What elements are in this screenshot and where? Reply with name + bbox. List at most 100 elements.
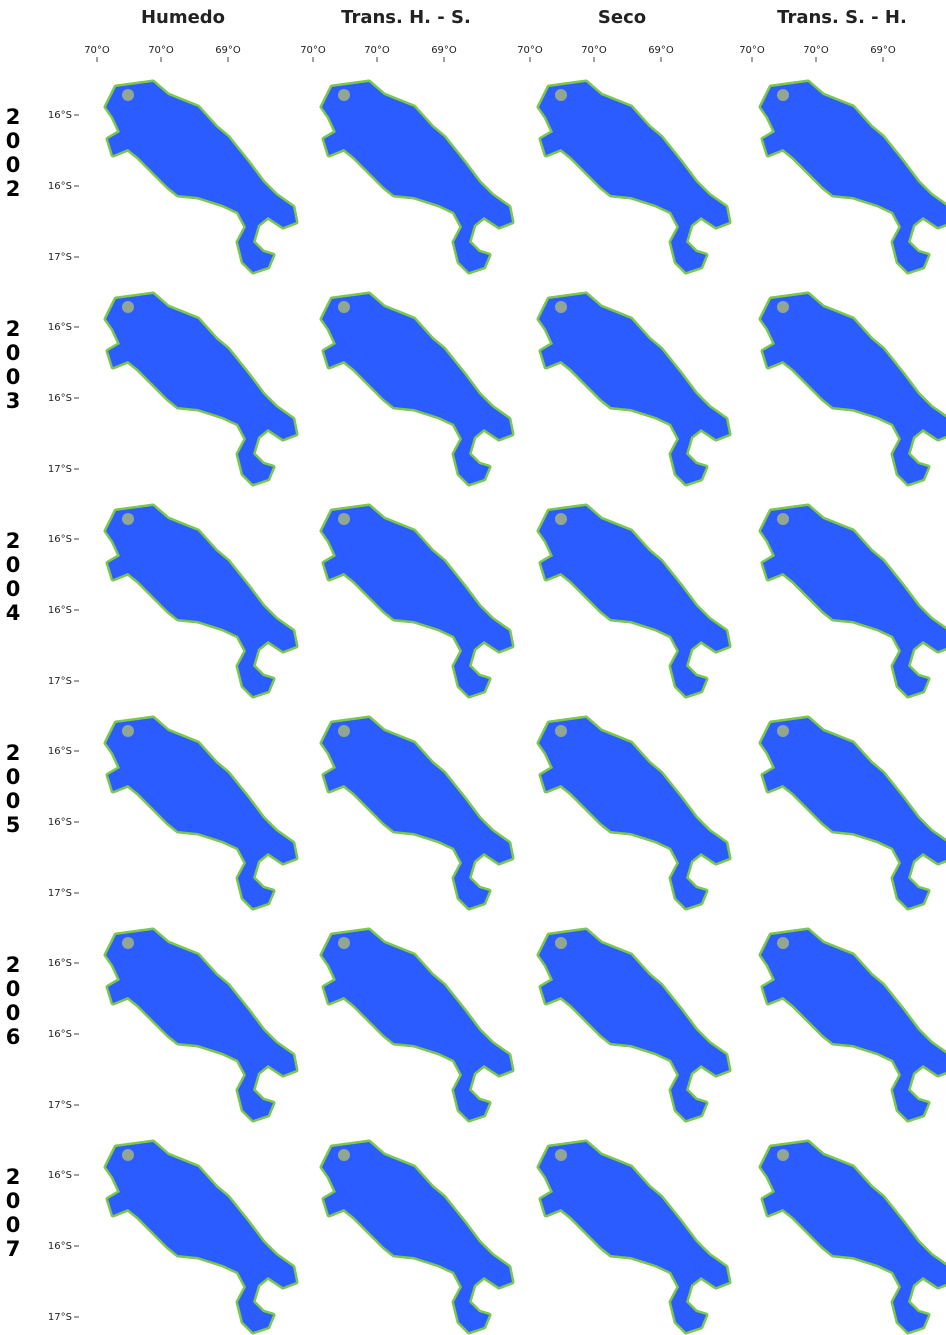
y-tick-label: 17°S bbox=[48, 1100, 72, 1111]
lake-water bbox=[761, 1142, 946, 1332]
lake-map bbox=[322, 82, 512, 272]
y-tick-label: 16°S bbox=[48, 1029, 72, 1040]
lake-map bbox=[106, 718, 296, 908]
y-tick-label: 17°S bbox=[48, 464, 72, 475]
shore-highlight bbox=[122, 89, 134, 101]
x-tick-label: 70°O bbox=[517, 45, 543, 56]
lake-water bbox=[539, 1142, 729, 1332]
x-tick-label: 70°O bbox=[148, 45, 174, 56]
lake-water bbox=[539, 294, 729, 484]
lake-water bbox=[106, 294, 296, 484]
x-tick-label: 69°O bbox=[648, 45, 674, 56]
year-label: 2006 bbox=[4, 953, 22, 1049]
lake-water bbox=[322, 82, 512, 272]
x-tick-label: 69°O bbox=[870, 45, 896, 56]
column-title: Trans. H. - S. bbox=[341, 7, 471, 28]
lake-map bbox=[761, 930, 946, 1120]
column-title: Humedo bbox=[141, 7, 225, 28]
lake-map bbox=[539, 718, 729, 908]
y-tick-label: 17°S bbox=[48, 676, 72, 687]
lake-map bbox=[106, 930, 296, 1120]
shore-highlight bbox=[555, 937, 567, 949]
shore-highlight bbox=[122, 513, 134, 525]
lake-water bbox=[539, 506, 729, 696]
lake-map bbox=[761, 718, 946, 908]
y-tick-label: 17°S bbox=[48, 252, 72, 263]
lake-map bbox=[539, 930, 729, 1120]
shore-highlight bbox=[777, 89, 789, 101]
lake-water bbox=[322, 1142, 512, 1332]
x-tick-label: 70°O bbox=[739, 45, 765, 56]
lake-water bbox=[539, 82, 729, 272]
lake-water bbox=[106, 506, 296, 696]
y-tick-label: 17°S bbox=[48, 888, 72, 899]
lake-map bbox=[322, 506, 512, 696]
year-label: 2003 bbox=[4, 317, 22, 413]
lake-map bbox=[106, 82, 296, 272]
y-tick-label: 16°S bbox=[48, 110, 72, 121]
shore-highlight bbox=[122, 725, 134, 737]
shore-highlight bbox=[338, 89, 350, 101]
x-tick-label: 70°O bbox=[803, 45, 829, 56]
lake-map bbox=[761, 82, 946, 272]
lake-map bbox=[539, 506, 729, 696]
lake-water bbox=[761, 718, 946, 908]
lake-water bbox=[761, 294, 946, 484]
shore-highlight bbox=[777, 1149, 789, 1161]
y-tick-label: 16°S bbox=[48, 393, 72, 404]
lake-water bbox=[761, 82, 946, 272]
x-tick-label: 69°O bbox=[431, 45, 457, 56]
y-tick-label: 16°S bbox=[48, 746, 72, 757]
y-tick-label: 16°S bbox=[48, 817, 72, 828]
y-tick-label: 16°S bbox=[48, 1170, 72, 1181]
lake-water bbox=[539, 718, 729, 908]
lake-map bbox=[539, 1142, 729, 1332]
shore-highlight bbox=[338, 937, 350, 949]
lake-map bbox=[539, 294, 729, 484]
shore-highlight bbox=[122, 1149, 134, 1161]
shore-highlight bbox=[555, 89, 567, 101]
shore-highlight bbox=[555, 725, 567, 737]
x-tick-label: 70°O bbox=[84, 45, 110, 56]
x-tick-label: 70°O bbox=[364, 45, 390, 56]
year-label: 2007 bbox=[4, 1165, 22, 1261]
shore-highlight bbox=[777, 301, 789, 313]
lake-map bbox=[106, 506, 296, 696]
lake-map bbox=[761, 294, 946, 484]
x-tick-label: 70°O bbox=[581, 45, 607, 56]
shore-highlight bbox=[122, 937, 134, 949]
shore-highlight bbox=[777, 937, 789, 949]
y-tick-label: 16°S bbox=[48, 322, 72, 333]
year-label: 2002 bbox=[4, 105, 22, 201]
map-grid: Humedo 70°O 70°O 69°O Trans. H. - S. 70°O 70°O… bbox=[0, 0, 946, 1335]
shore-highlight bbox=[338, 513, 350, 525]
lake-map bbox=[106, 1142, 296, 1332]
lake-water bbox=[761, 506, 946, 696]
lake-map bbox=[761, 506, 946, 696]
shore-highlight bbox=[338, 1149, 350, 1161]
shore-highlight bbox=[555, 1149, 567, 1161]
lake-water bbox=[106, 1142, 296, 1332]
x-tick-label: 69°O bbox=[215, 45, 241, 56]
year-label: 2005 bbox=[4, 741, 22, 837]
lake-map bbox=[322, 294, 512, 484]
lake-map bbox=[322, 930, 512, 1120]
shore-highlight bbox=[555, 513, 567, 525]
lake-water bbox=[106, 930, 296, 1120]
lake-water bbox=[106, 718, 296, 908]
lake-map bbox=[106, 294, 296, 484]
shore-highlight bbox=[555, 301, 567, 313]
lake-water bbox=[322, 294, 512, 484]
y-tick-label: 17°S bbox=[48, 1312, 72, 1323]
lake-map bbox=[761, 1142, 946, 1332]
lake-water bbox=[761, 930, 946, 1120]
shore-highlight bbox=[338, 301, 350, 313]
lake-map bbox=[322, 718, 512, 908]
y-tick-label: 16°S bbox=[48, 181, 72, 192]
y-tick-label: 16°S bbox=[48, 958, 72, 969]
y-tick-label: 16°S bbox=[48, 605, 72, 616]
year-label: 2004 bbox=[4, 529, 22, 625]
lake-map bbox=[539, 82, 729, 272]
shore-highlight bbox=[777, 513, 789, 525]
y-tick-label: 16°S bbox=[48, 1241, 72, 1252]
